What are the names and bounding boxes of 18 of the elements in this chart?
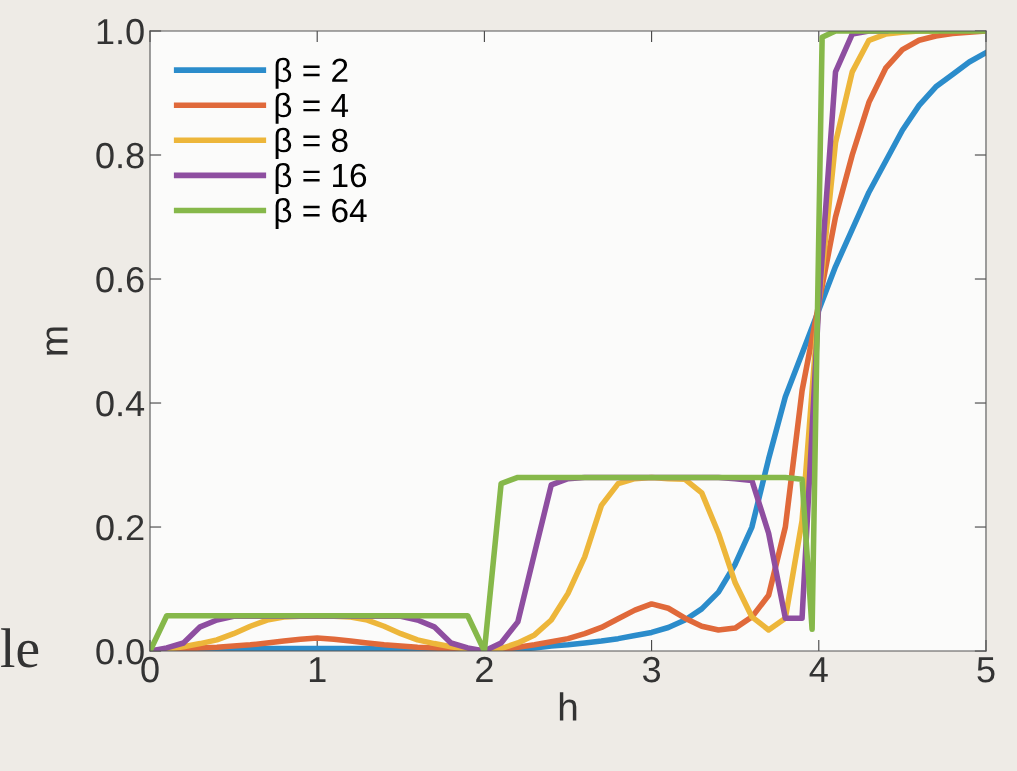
y-tick-label: 0.6 xyxy=(96,266,144,293)
y-tick-label: 1.0 xyxy=(97,18,144,45)
x-tick-label: 5 xyxy=(977,657,995,683)
x-tick-label: 1 xyxy=(309,657,326,683)
y-tick-label: 0.4 xyxy=(96,390,145,417)
x-axis-title: h xyxy=(559,692,577,721)
x-tick-label: 2 xyxy=(476,656,493,683)
x-tick-label: 3 xyxy=(642,656,661,683)
x-tick-label: 4 xyxy=(809,657,828,683)
y-tick-label: 0.2 xyxy=(96,514,144,541)
legend-label: β = 64 xyxy=(275,197,367,230)
y-axis-title: m xyxy=(46,327,68,355)
legend-label: β = 4 xyxy=(275,92,349,124)
text: le xyxy=(1,628,39,668)
legend-label: β = 8 xyxy=(275,127,348,159)
y-tick-label: 0.8 xyxy=(96,142,144,169)
legend-label: β = 2 xyxy=(275,57,348,89)
legend-label: β = 16 xyxy=(275,162,367,194)
